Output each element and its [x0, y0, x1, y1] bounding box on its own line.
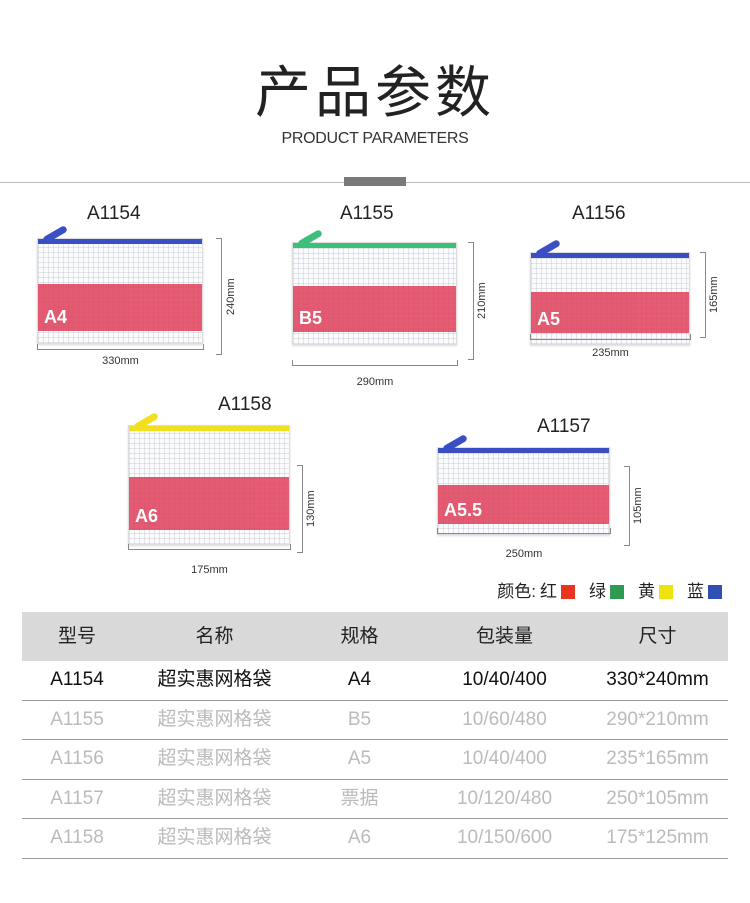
color-yellow: 黄 — [638, 582, 655, 601]
product-image: B5 — [292, 228, 457, 345]
swatch-green — [610, 585, 624, 599]
cell-name: 超实惠网格袋 — [157, 708, 272, 730]
width-dimension: 250mm — [505, 548, 543, 560]
width-dimension-line — [530, 334, 691, 340]
label-strip: B5 — [293, 286, 456, 332]
cell-size: 250*105mm — [606, 787, 709, 809]
zipper — [531, 253, 689, 258]
zipper — [129, 426, 289, 431]
zipper — [438, 448, 609, 453]
height-dimension-line — [216, 238, 222, 355]
product-model-label: A1157 — [537, 416, 591, 437]
bag-size-label: B5 — [299, 307, 323, 328]
cell-name: 超实惠网格袋 — [157, 827, 272, 849]
cell-spec: A6 — [347, 827, 372, 849]
table-header: 型号 名称 规格 包装量 尺寸 — [22, 612, 728, 661]
cell-spec: A5 — [347, 748, 372, 770]
cell-size: 175*125mm — [606, 827, 709, 849]
bag-size-label: A5 — [537, 309, 561, 330]
height-dimension: 130mm — [305, 490, 317, 528]
cell-model: A1158 — [50, 827, 104, 849]
cell-size: 330*240mm — [606, 669, 709, 691]
product-image: A5.5 — [437, 433, 610, 535]
height-dimension: 105mm — [632, 487, 644, 525]
width-dimension: 235mm — [592, 347, 629, 359]
cell-model: A1155 — [50, 708, 104, 730]
divider-accent — [344, 177, 406, 186]
width-dimension: 175mm — [191, 564, 228, 576]
color-blue: 蓝 — [687, 582, 704, 601]
table-row: A1155 超实惠网格袋 B5 10/60/480 290*210mm — [22, 701, 728, 740]
width-dimension-line — [37, 344, 204, 350]
bag-size-label: A4 — [44, 306, 68, 327]
height-dimension-line — [297, 465, 303, 553]
label-strip: A5.5 — [438, 485, 609, 524]
header-name: 名称 — [195, 625, 234, 647]
cell-spec: B5 — [347, 708, 372, 730]
cell-model: A1157 — [50, 787, 104, 809]
height-dimension: 210mm — [476, 282, 488, 320]
swatch-yellow — [659, 585, 673, 599]
cell-packing: 10/120/480 — [456, 787, 553, 809]
zipper — [293, 243, 456, 248]
label-strip: A4 — [38, 283, 202, 331]
cell-model: A1154 — [50, 669, 104, 691]
bag-size-label: A6 — [135, 505, 159, 526]
cell-name: 超实惠网格袋 — [157, 669, 272, 691]
header-size: 尺寸 — [638, 625, 677, 647]
height-dimension: 240mm — [225, 278, 237, 315]
table-row: A1158 超实惠网格袋 A6 10/150/600 175*125mm — [22, 819, 728, 859]
product-image: A5 — [530, 238, 690, 345]
cell-spec: A4 — [347, 669, 372, 691]
width-dimension: 330mm — [102, 355, 139, 367]
color-green: 绿 — [589, 582, 606, 601]
cell-packing: 10/40/400 — [462, 748, 547, 770]
product-model-label: A1155 — [340, 203, 394, 224]
swatch-red — [561, 585, 575, 599]
height-dimension-line — [624, 466, 630, 546]
swatch-blue — [708, 585, 722, 599]
color-legend: 颜色: 红 绿 黄 蓝 — [497, 582, 722, 602]
cell-model: A1156 — [50, 748, 104, 770]
table-body: A1154 超实惠网格袋 A4 10/40/400 330*240mm A1155 超实惠网… — [22, 661, 728, 859]
page-title: 产品参数 — [255, 61, 495, 126]
label-strip: A6 — [129, 476, 289, 530]
cell-name: 超实惠网格袋 — [157, 748, 272, 770]
table-row: A1157 超实惠网格袋 票据 10/120/480 250*105mm — [22, 780, 728, 819]
label-strip: A5 — [531, 292, 689, 334]
width-dimension: 290mm — [356, 376, 394, 388]
color-red: 红 — [540, 582, 557, 601]
bag-size-label: A5.5 — [444, 499, 483, 520]
cell-packing: 10/60/480 — [462, 708, 547, 730]
product-image: A6 — [128, 411, 290, 545]
height-dimension-line — [700, 252, 706, 338]
product-model-label: A1158 — [218, 394, 272, 415]
width-dimension-line — [437, 528, 611, 534]
width-dimension-line — [128, 544, 291, 550]
spec-table: 型号 名称 规格 包装量 尺寸 A1154 超实惠网格袋 A4 10/40/400 33… — [22, 612, 728, 859]
zipper — [38, 239, 202, 244]
cell-packing: 10/40/400 — [462, 669, 547, 691]
width-dimension-line — [292, 360, 458, 366]
header-packing: 包装量 — [475, 625, 533, 647]
table-row: A1156 超实惠网格袋 A5 10/40/400 235*165mm — [22, 740, 728, 780]
cell-packing: 10/150/600 — [456, 827, 553, 849]
cell-name: 超实惠网格袋 — [157, 787, 272, 809]
header-model: 型号 — [57, 625, 96, 647]
color-legend-label: 颜色: — [497, 582, 536, 601]
table-row: A1154 超实惠网格袋 A4 10/40/400 330*240mm — [22, 661, 728, 701]
header-spec: 规格 — [340, 625, 379, 647]
product-model-label: A1154 — [87, 203, 141, 224]
cell-size: 290*210mm — [606, 708, 709, 730]
cell-spec: 票据 — [340, 787, 379, 809]
product-image: A4 — [37, 224, 203, 344]
height-dimension-line — [468, 242, 474, 360]
cell-size: 235*165mm — [606, 748, 709, 770]
product-model-label: A1156 — [572, 203, 626, 224]
page-subtitle: PRODUCT PARAMETERS — [281, 130, 469, 147]
height-dimension: 165mm — [708, 276, 720, 314]
